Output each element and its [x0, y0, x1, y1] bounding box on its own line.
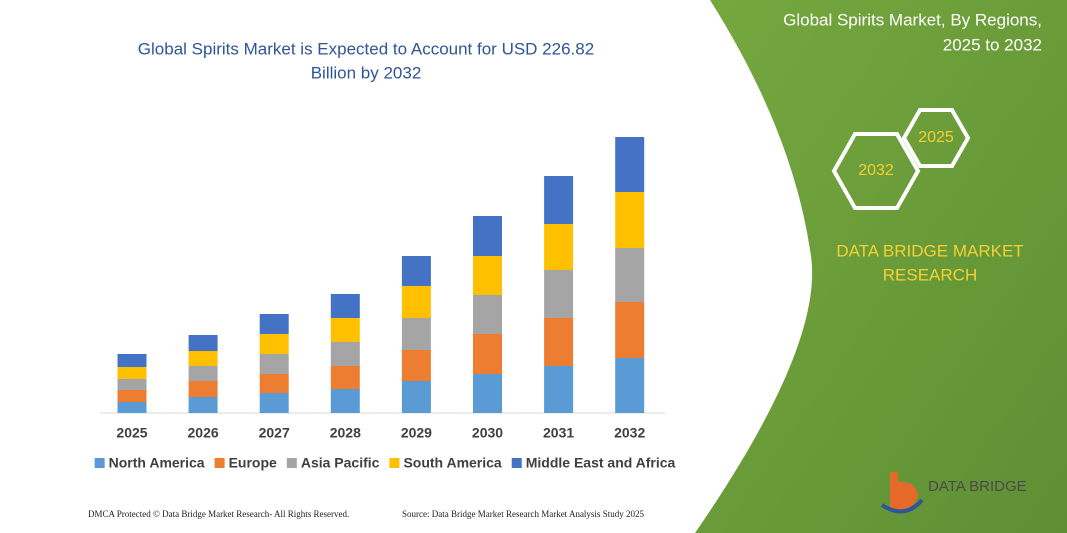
bar-segment [330, 366, 360, 389]
bar-segment [330, 342, 360, 366]
bar-segment [473, 256, 502, 295]
bar-segment [544, 270, 574, 318]
sidebar-title-line: Global Spirits Market, By Regions, [783, 10, 1042, 29]
bar-segment [330, 389, 360, 413]
x-tick-label: 2032 [614, 425, 645, 441]
chart-title: Global Spirits Market is Expected to Acc… [138, 39, 594, 82]
hex-label: 2025 [918, 129, 954, 146]
bar-segment [401, 350, 431, 381]
bar-segment [188, 335, 218, 351]
legend-swatch [511, 458, 522, 468]
brand-line: RESEARCH [883, 265, 977, 284]
sidebar-title: Global Spirits Market, By Regions, 2025 … [783, 10, 1042, 54]
bar-segment [188, 381, 218, 397]
bar-segment [544, 318, 574, 366]
bar-segment [473, 295, 502, 334]
legend-label: Middle East and Africa [526, 455, 676, 471]
footer-right: Source: Data Bridge Market Research Mark… [402, 509, 644, 519]
logo-mark [890, 472, 918, 511]
logo-text: DATA BRIDGE [928, 478, 1027, 495]
hexagon [831, 132, 921, 210]
hexagon [901, 108, 971, 168]
x-tick-label: 2029 [401, 425, 432, 441]
x-tick-label: 2031 [543, 425, 574, 441]
bar-segment [473, 374, 502, 413]
bar-segment [117, 367, 147, 379]
brand: DATA BRIDGE MARKET RESEARCH [836, 241, 1023, 284]
bar-segment [401, 381, 431, 413]
x-tick-label: 2026 [188, 425, 219, 441]
legend-label: South America [403, 455, 501, 471]
bar-segment [615, 302, 645, 358]
bar-segment [544, 366, 574, 413]
bar-segment [259, 354, 289, 374]
bar-segment [615, 248, 645, 302]
bar-segment [117, 379, 147, 390]
bar-segment [615, 358, 645, 413]
legend-swatch [286, 458, 297, 468]
hex-label: 2032 [858, 162, 894, 179]
logo-swoosh [880, 498, 924, 514]
bar-segment [473, 334, 502, 374]
title-line: Billion by 2032 [311, 63, 422, 82]
bar-segment [330, 294, 360, 318]
bar-segment [188, 397, 218, 413]
green-panel [695, 0, 1067, 533]
bar-segment [259, 314, 289, 334]
legend-swatch [214, 458, 225, 468]
x-tick-label: 2030 [472, 425, 503, 441]
title-line: Global Spirits Market is Expected to Acc… [138, 39, 594, 58]
legend-swatch [94, 458, 105, 468]
footer-left: DMCA Protected © Data Bridge Market Rese… [88, 509, 349, 519]
bar-segment [259, 374, 289, 393]
legend-label: Asia Pacific [301, 455, 380, 471]
bar-segment [401, 318, 431, 350]
bar-segment [117, 354, 147, 367]
x-tick-label: 2027 [259, 425, 290, 441]
bar-segment [259, 393, 289, 413]
brand-line: DATA BRIDGE MARKET [836, 241, 1023, 260]
bar-segment [188, 351, 218, 366]
x-tick-label: 2025 [116, 425, 147, 441]
bar-segment [401, 256, 431, 286]
bar-segment [544, 176, 574, 224]
bar-segment [544, 224, 574, 270]
bar-segment [117, 402, 147, 413]
legend-label: North America [109, 455, 205, 471]
legend-label: Europe [229, 455, 277, 471]
bar-segment [473, 216, 502, 256]
legend-swatch [389, 458, 400, 468]
bar-segment [117, 390, 147, 402]
bar-segment [188, 366, 218, 381]
bar-segment [615, 137, 645, 192]
bar-segment [330, 318, 360, 342]
bar-segment [615, 192, 645, 248]
logo: DATA BRIDGE [880, 472, 1027, 514]
bar-segment [259, 334, 289, 354]
sidebar-title-line: 2025 to 2032 [943, 35, 1042, 54]
bar-segment [401, 286, 431, 318]
x-tick-label: 2028 [330, 425, 361, 441]
